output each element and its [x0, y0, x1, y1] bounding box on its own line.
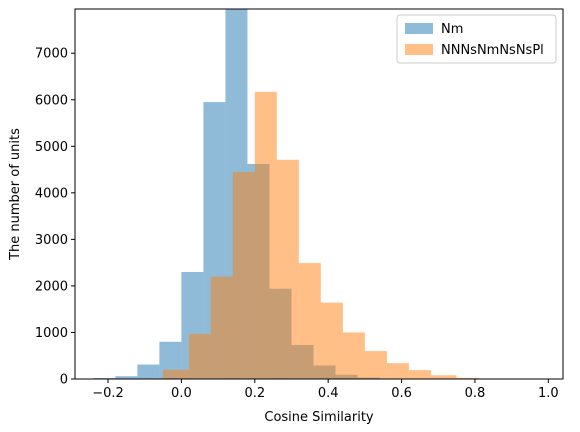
histogram-bar-series2-12 [430, 375, 457, 379]
histogram-bar-series2-5 [276, 159, 299, 379]
histogram-bar-series1-2 [137, 364, 160, 379]
histogram-bar-series2-7 [320, 302, 343, 379]
histogram-bar-series2-4 [254, 91, 277, 379]
x-tick-label: 0.8 [465, 386, 486, 401]
histogram-bar-series2-10 [386, 363, 409, 379]
x-axis-ticks: −0.2 0.0 0.2 0.4 0.6 0.8 1.0 [92, 379, 559, 401]
legend-box [396, 14, 557, 64]
histogram-bar-series2-3 [232, 171, 255, 379]
x-tick-label: 0.6 [391, 386, 412, 401]
y-tick-label: 7000 [35, 47, 68, 62]
histogram-bar-series2-0 [163, 369, 189, 379]
x-tick-label: 0.0 [171, 386, 192, 401]
y-tick-label: 6000 [35, 93, 68, 108]
x-tick-label: 0.4 [318, 386, 339, 401]
y-tick-label: 4000 [35, 186, 68, 201]
legend-label: NNNsNmNsNsPl [441, 43, 544, 58]
bars-layer [93, 9, 505, 379]
histogram-bar-series2-2 [210, 276, 233, 379]
y-axis-ticks: 0 1000 2000 3000 4000 5000 6000 7000 [35, 47, 75, 388]
y-tick-label: 2000 [35, 279, 68, 294]
y-tick-label: 0 [60, 373, 68, 388]
histogram-bar-series2-13 [456, 377, 479, 379]
histogram-bar-series2-11 [408, 370, 431, 379]
y-tick-label: 1000 [35, 326, 68, 341]
y-axis-label: The number of units [8, 128, 23, 261]
y-tick-label: 5000 [35, 140, 68, 155]
histogram-bar-series2-6 [298, 263, 321, 379]
plot-frame [74, 8, 564, 380]
y-tick-label: 3000 [35, 233, 68, 248]
legend-label: Nm [441, 22, 463, 37]
x-tick-label: 1.0 [538, 386, 559, 401]
x-tick-label: −0.2 [92, 386, 124, 401]
legend: Nm NNNsNmNsNsPl [396, 14, 557, 64]
legend-swatch [405, 23, 433, 34]
legend-swatch [405, 44, 433, 55]
histogram-bar-series2-1 [188, 333, 211, 379]
x-axis-label: Cosine Similarity [264, 410, 374, 425]
histogram-bar-series2-8 [342, 332, 365, 379]
histogram-bar-series2-9 [364, 351, 387, 379]
x-tick-label: 0.2 [244, 386, 265, 401]
histogram-bar-series1-1 [115, 376, 138, 379]
